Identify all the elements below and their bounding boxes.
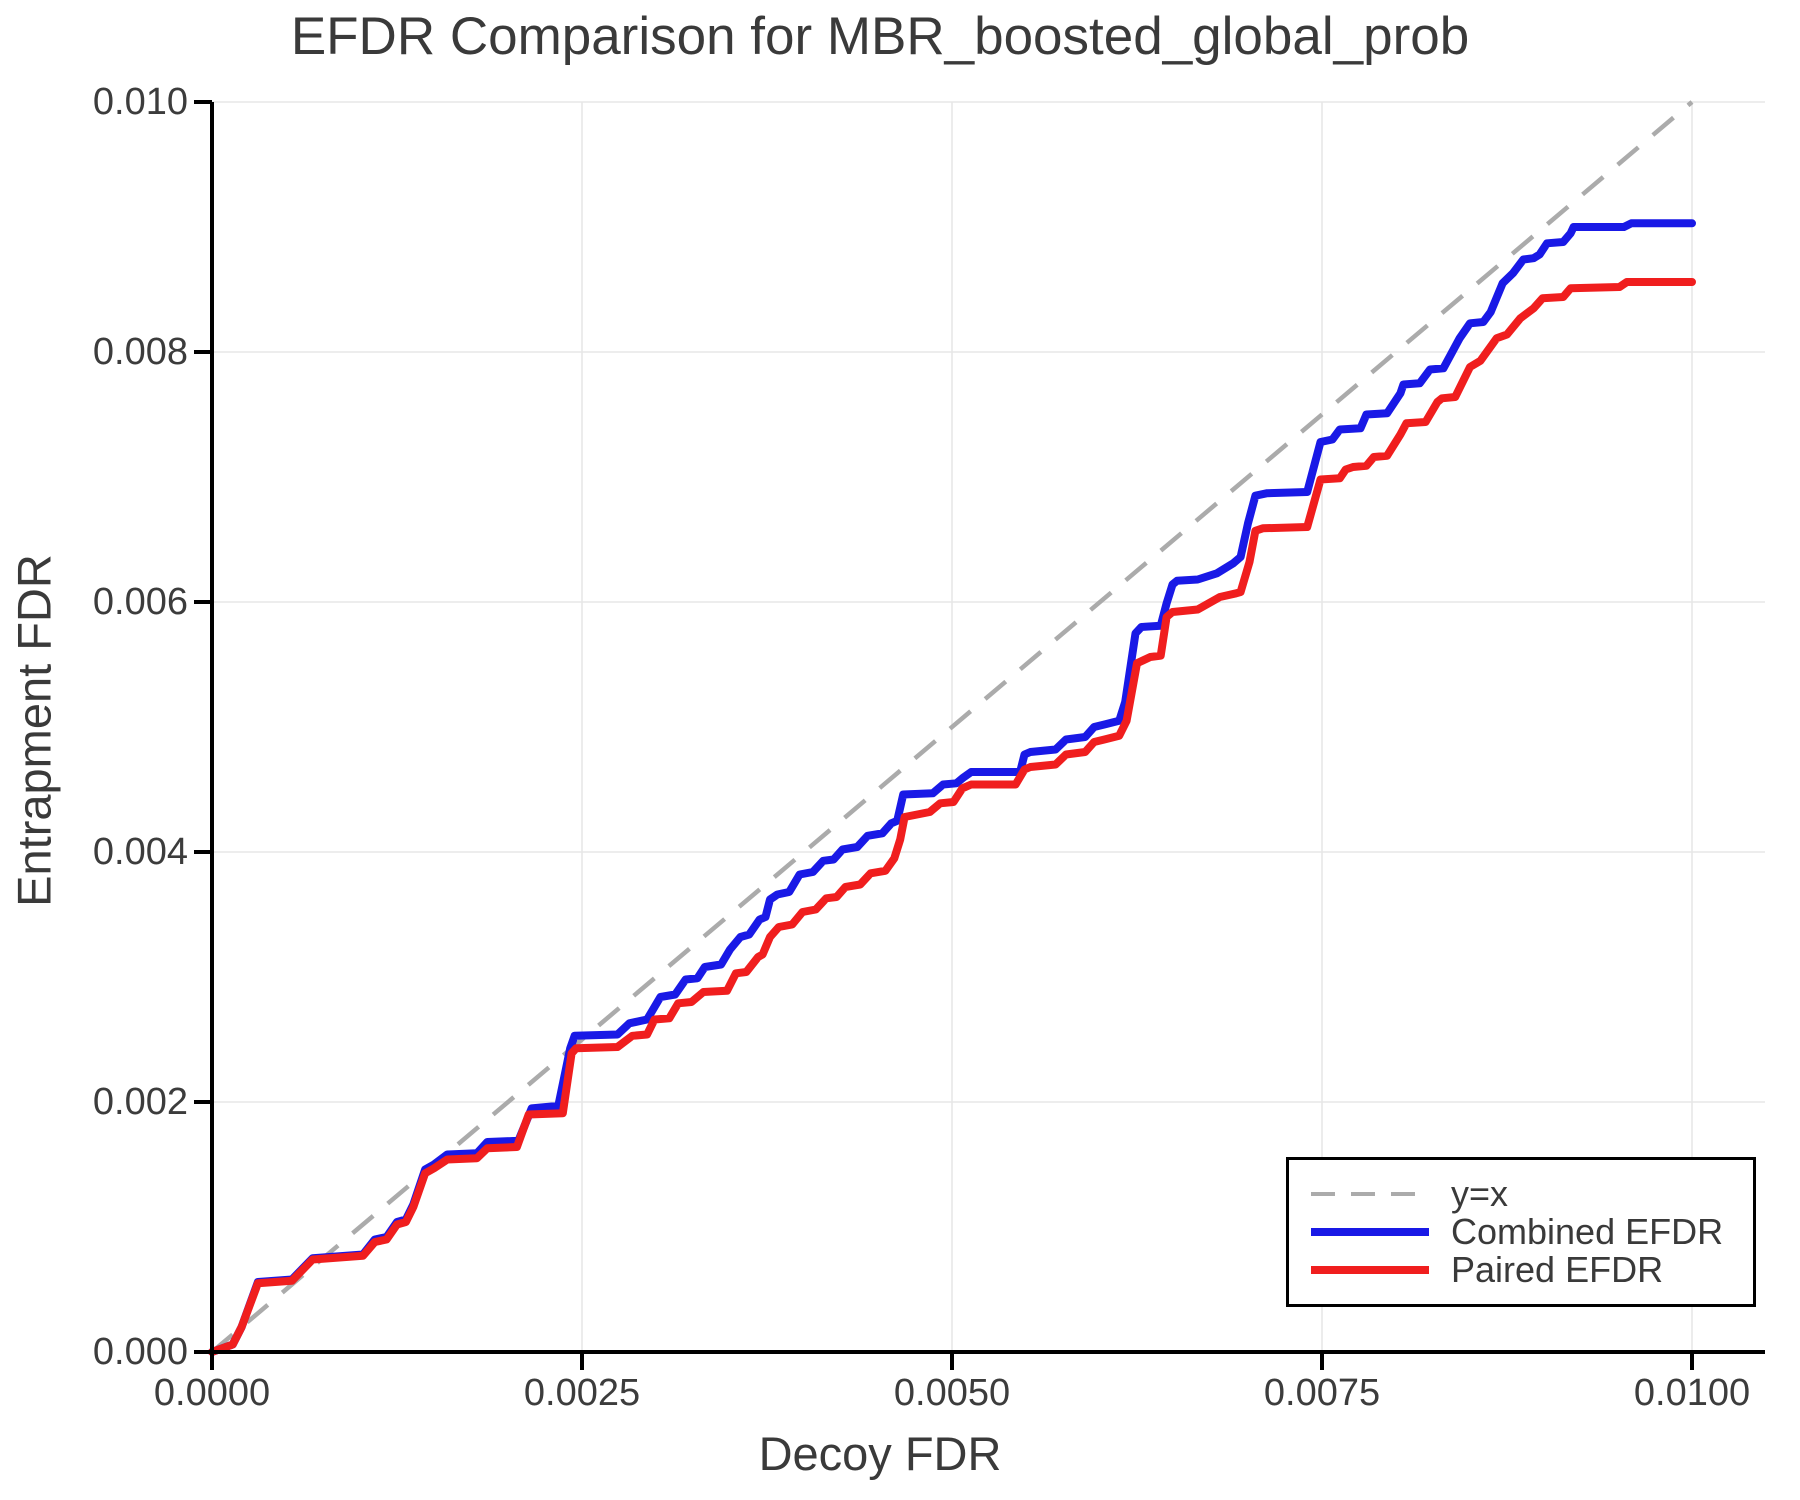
y-tick-label: 0.006: [92, 581, 188, 623]
x-tick-label: 0.0100: [1633, 1372, 1751, 1414]
y-tick-label: 0.010: [92, 81, 188, 123]
x-tick-label: 0.0000: [153, 1372, 271, 1414]
x-axis-label: Decoy FDR: [758, 1427, 1002, 1480]
legend-label: y=x: [1451, 1173, 1509, 1214]
legend: y=x Combined EFDR Paired EFDR: [1286, 1157, 1756, 1307]
chart-title: EFDR Comparison for MBR_boosted_global_p…: [290, 7, 1470, 66]
x-tick-label: 0.0050: [893, 1372, 1011, 1414]
legend-line-samples: [1311, 1192, 1429, 1274]
y-tick-label: 0.000: [92, 1331, 188, 1373]
y-tick-label: 0.004: [92, 831, 188, 873]
series-line-paired-efdr: [208, 278, 1696, 1356]
legend-label: Paired EFDR: [1451, 1249, 1664, 1290]
x-tick-label: 0.0075: [1263, 1372, 1381, 1414]
y-tick-label: 0.002: [92, 1081, 188, 1123]
reference-line-y-equals-x: [210, 100, 1694, 1354]
x-tick-label: 0.0025: [523, 1372, 641, 1414]
legend-label: Combined EFDR: [1451, 1211, 1724, 1252]
y-tick-label: 0.008: [92, 331, 188, 373]
